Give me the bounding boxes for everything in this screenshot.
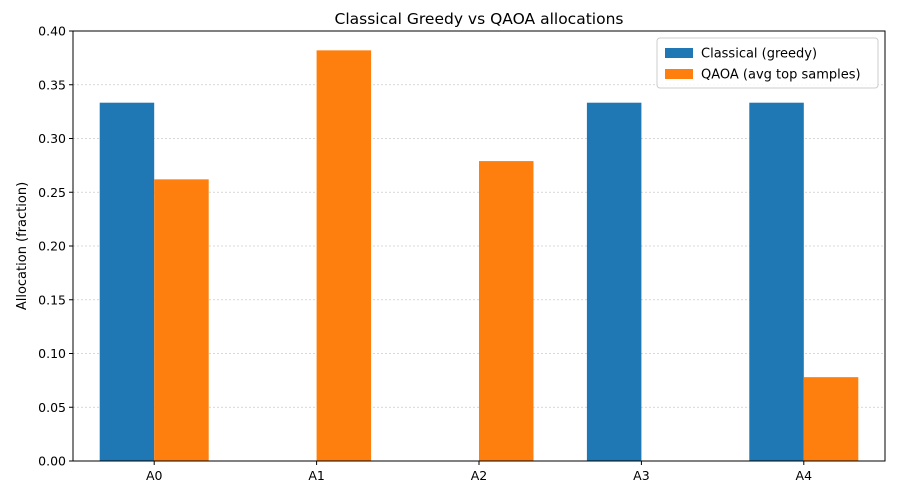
bars (99, 50, 859, 461)
x-axis: A0 A1 A2 A3 A4 (146, 461, 812, 483)
bar-qaoa-a1 (316, 50, 372, 461)
y-axis-label: Allocation (fraction) (15, 182, 30, 310)
bar-qaoa-a0 (154, 179, 209, 461)
y-tick-label: 0.30 (38, 131, 66, 146)
x-tick-label: A3 (633, 468, 650, 483)
x-tick-label: A0 (146, 468, 163, 483)
legend-swatch (665, 48, 693, 58)
x-tick-label: A1 (308, 468, 325, 483)
legend-box (656, 37, 879, 89)
y-tick-label: 0.00 (38, 454, 66, 469)
y-tick-label: 0.10 (38, 346, 66, 361)
x-tick-label: A4 (796, 468, 813, 483)
bar-classical-a3 (586, 102, 642, 461)
legend-swatch (665, 69, 693, 79)
legend-label: Classical (greedy) (701, 47, 817, 62)
y-tick-label: 0.05 (38, 400, 66, 415)
bar-qaoa-a2 (479, 161, 534, 461)
bar-qaoa-a4 (803, 377, 859, 461)
bar-classical-a0 (99, 102, 155, 461)
legend-label: QAOA (avg top samples) (701, 68, 861, 83)
legend: Classical (greedy) QAOA (avg top samples) (656, 37, 879, 89)
y-tick-label: 0.15 (38, 292, 66, 307)
y-tick-label: 0.20 (38, 239, 66, 254)
y-tick-label: 0.35 (38, 77, 66, 92)
y-tick-label: 0.40 (38, 24, 66, 39)
bar-classical-a4 (749, 102, 804, 461)
x-tick-label: A2 (471, 468, 488, 483)
y-tick-label: 0.25 (38, 185, 66, 200)
y-axis: 0.00 0.05 0.10 0.15 0.20 0.25 0.30 0.35 0.40 (38, 24, 73, 469)
chart-title: Classical Greedy vs QAOA allocations (335, 10, 624, 28)
